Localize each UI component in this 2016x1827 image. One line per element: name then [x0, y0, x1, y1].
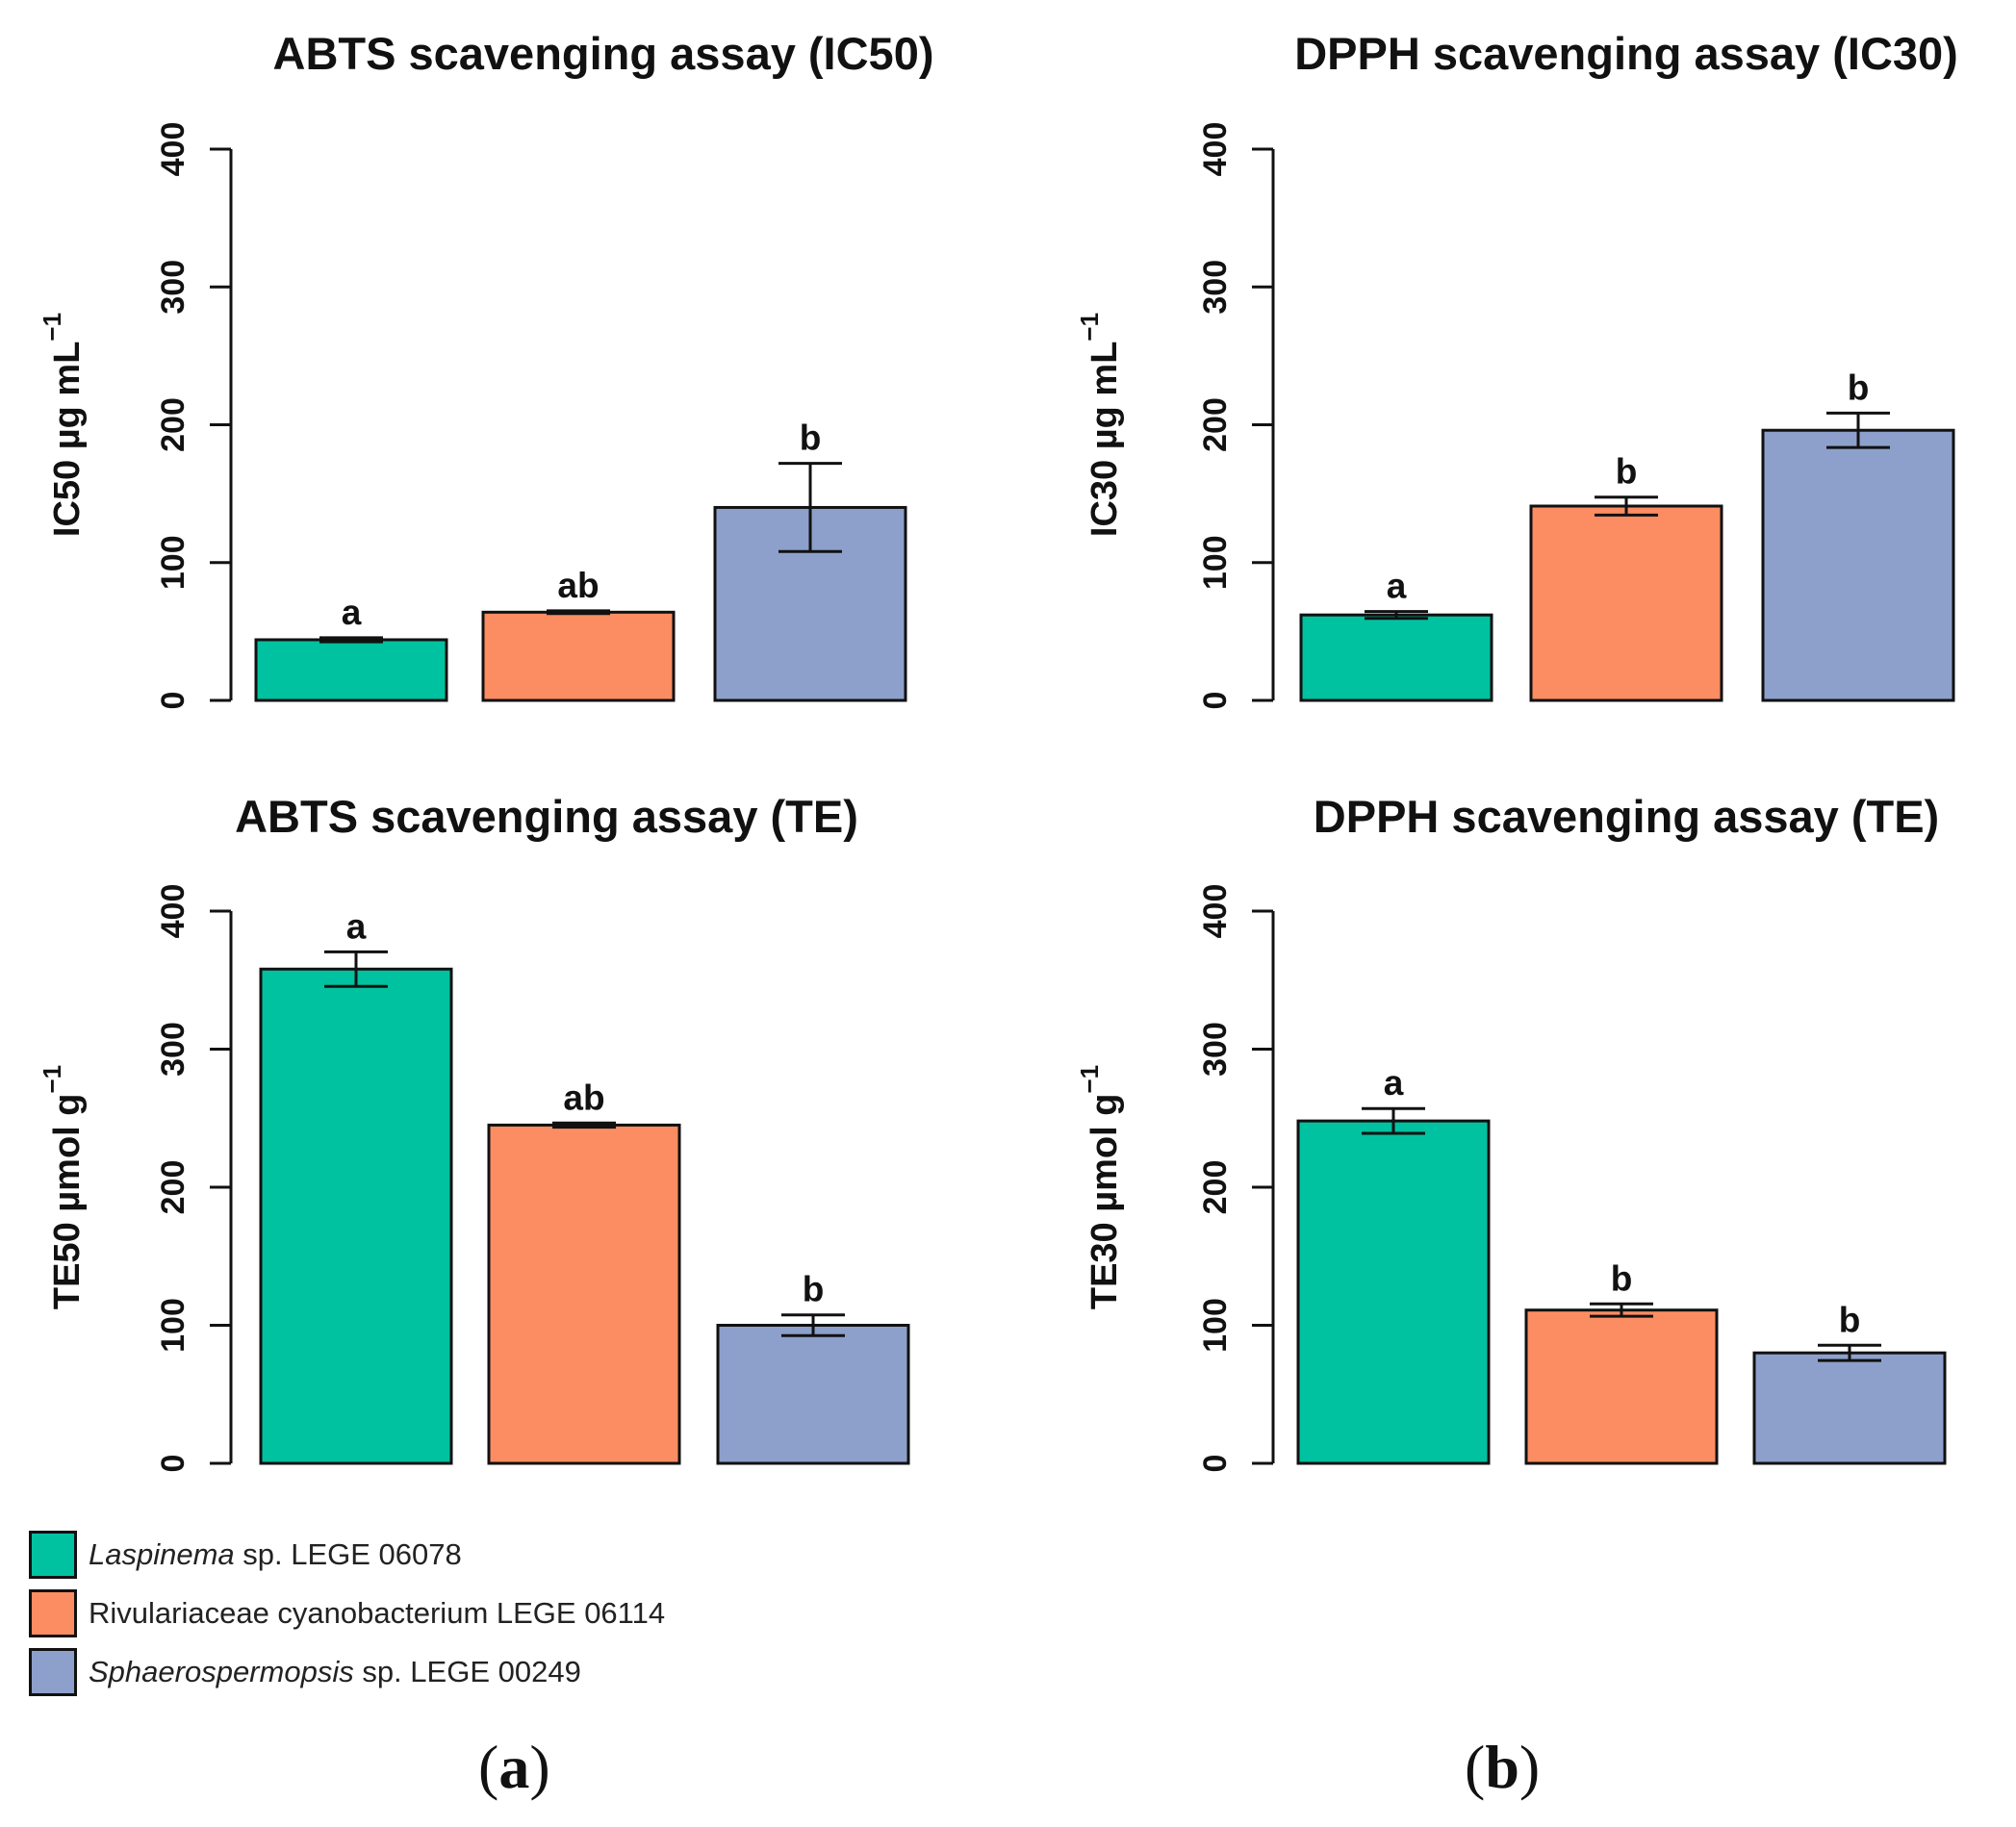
y-tick-label: 0: [155, 692, 191, 710]
bar: [1524, 1308, 1719, 1465]
significance-letter: a: [342, 593, 362, 632]
legend: Laspinema sp. LEGE 06078 Rivulariaceae c…: [29, 1525, 665, 1701]
legend-item-rivulariaceae: Rivulariaceae cyanobacterium LEGE 06114: [29, 1584, 665, 1642]
sublabel-a: (a): [478, 1733, 550, 1801]
bar: [1299, 613, 1493, 702]
y-tick-label: 0: [1197, 1455, 1234, 1473]
bar: [481, 610, 676, 702]
chart-title: ABTS scavenging assay (IC50): [273, 28, 934, 79]
y-tick-label: 400: [1197, 122, 1234, 177]
significance-letter: b: [1616, 452, 1638, 492]
y-tick-label: 300: [155, 260, 191, 315]
significance-letter: b: [803, 1270, 825, 1309]
legend-label: Rivulariaceae cyanobacterium LEGE 06114: [89, 1595, 666, 1630]
y-tick-label: 400: [155, 122, 191, 177]
significance-letter: b: [1839, 1300, 1861, 1339]
chart-title: DPPH scavenging assay (IC30): [1294, 28, 1958, 79]
y-axis-label: TE50 µmol g−1: [38, 1065, 88, 1309]
y-tick-label: 100: [155, 1298, 191, 1353]
legend-label: Sphaerospermopsis sp. LEGE 00249: [89, 1654, 581, 1688]
y-tick-label: 200: [1197, 397, 1234, 452]
y-tick-label: 400: [155, 884, 191, 939]
significance-letter: b: [1848, 368, 1870, 407]
bar: [1296, 1119, 1491, 1465]
significance-letter: b: [1611, 1258, 1633, 1298]
sublabel-b: (b): [1465, 1733, 1541, 1801]
y-tick-label: 100: [1197, 1298, 1234, 1353]
legend-swatch: [29, 1530, 77, 1579]
y-tick-label: 300: [155, 1022, 191, 1077]
y-tick-label: 0: [1197, 692, 1234, 710]
y-tick-label: 200: [1197, 1160, 1234, 1215]
bar: [487, 1123, 681, 1465]
y-tick-label: 400: [1197, 884, 1234, 939]
legend-item-laspinema: Laspinema sp. LEGE 06078: [29, 1525, 665, 1584]
y-axis-label: IC50 µg mL−1: [38, 313, 88, 537]
y-tick-label: 300: [1197, 1022, 1234, 1077]
chart-title: ABTS scavenging assay (TE): [235, 791, 858, 842]
y-tick-label: 200: [155, 397, 191, 452]
bar: [254, 638, 448, 702]
legend-item-sphaerospermopsis: Sphaerospermopsis sp. LEGE 00249: [29, 1642, 665, 1701]
legend-label: Laspinema sp. LEGE 06078: [89, 1536, 462, 1571]
y-tick-label: 100: [155, 535, 191, 590]
y-tick-label: 300: [1197, 260, 1234, 315]
y-tick-label: 100: [1197, 535, 1234, 590]
significance-letter: ab: [557, 566, 599, 605]
legend-swatch: [29, 1647, 77, 1696]
bar: [1761, 428, 1955, 702]
significance-letter: ab: [563, 1078, 604, 1117]
chart-title: DPPH scavenging assay (TE): [1314, 791, 1939, 842]
y-axis-label: TE30 µmol g−1: [1075, 1065, 1125, 1309]
bar: [1529, 504, 1723, 702]
significance-letter: b: [800, 419, 822, 458]
significance-letter: a: [346, 906, 367, 946]
bar: [259, 967, 453, 1465]
bar: [1752, 1351, 1947, 1465]
y-tick-label: 200: [155, 1160, 191, 1215]
legend-swatch: [29, 1588, 77, 1637]
y-tick-label: 0: [155, 1455, 191, 1473]
significance-letter: a: [1387, 567, 1407, 606]
y-axis-label: IC30 µg mL−1: [1075, 313, 1125, 537]
significance-letter: a: [1384, 1063, 1404, 1103]
